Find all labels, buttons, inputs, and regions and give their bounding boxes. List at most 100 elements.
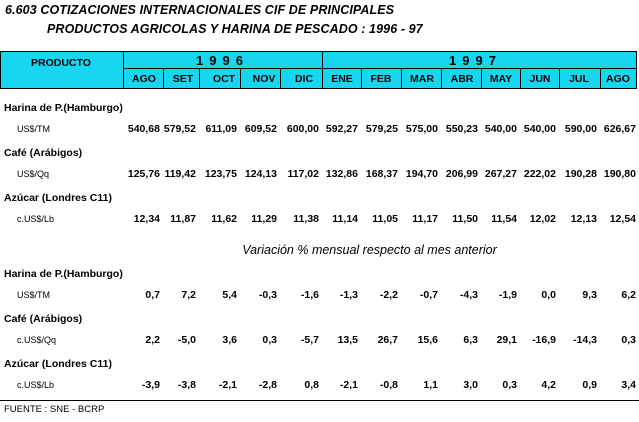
table-cell: 206,99 bbox=[445, 168, 478, 180]
table-cell: 222,02 bbox=[523, 168, 556, 180]
header-divider bbox=[481, 69, 482, 88]
table-cell: 0,0 bbox=[541, 289, 556, 301]
table-cell: 592,27 bbox=[325, 123, 358, 135]
table-cell: 190,28 bbox=[564, 168, 597, 180]
table-cell: -2,2 bbox=[379, 289, 398, 301]
table-cell: 125,76 bbox=[127, 168, 160, 180]
table-cell: 132,86 bbox=[325, 168, 358, 180]
table-cell: 11,87 bbox=[170, 213, 196, 225]
table-title: 6.603 COTIZACIONES INTERNACIONALES CIF D… bbox=[5, 3, 395, 17]
header-divider bbox=[123, 68, 636, 69]
table-cell: 117,02 bbox=[287, 168, 319, 180]
row-label: Azúcar (Londres C11) bbox=[4, 358, 112, 370]
header-month: AGO bbox=[606, 73, 630, 85]
table-cell: 611,09 bbox=[205, 123, 237, 135]
table-cell: 11,50 bbox=[452, 213, 478, 225]
header-divider bbox=[199, 69, 200, 88]
table-cell: -3,8 bbox=[177, 379, 196, 391]
table-cell: 3,6 bbox=[222, 334, 237, 346]
header-divider bbox=[401, 69, 402, 88]
row-unit: US$/Qq bbox=[17, 169, 50, 179]
source-note: FUENTE : SNE - BCRP bbox=[4, 404, 105, 415]
table-cell: 6,3 bbox=[463, 334, 478, 346]
table-cell: 600,00 bbox=[286, 123, 319, 135]
table-cell: 575,00 bbox=[405, 123, 438, 135]
table-cell: 5,4 bbox=[222, 289, 237, 301]
table-cell: -1,9 bbox=[498, 289, 517, 301]
header-product: PRODUCTO bbox=[31, 57, 91, 69]
table-cell: 579,52 bbox=[163, 123, 196, 135]
table-cell: 168,37 bbox=[365, 168, 398, 180]
table-cell: 626,67 bbox=[603, 123, 636, 135]
table-cell: 1,1 bbox=[423, 379, 438, 391]
table-cell: 13,5 bbox=[337, 334, 358, 346]
table-cell: -5,0 bbox=[177, 334, 196, 346]
row-label: Azúcar (Londres C11) bbox=[4, 192, 112, 204]
table-cell: 540,00 bbox=[523, 123, 556, 135]
header-month: FEB bbox=[370, 73, 392, 85]
table-cell: 540,00 bbox=[484, 123, 517, 135]
table-cell: 12,34 bbox=[133, 213, 160, 225]
table-cell: 11,05 bbox=[372, 213, 398, 225]
table-cell: 4,2 bbox=[541, 379, 556, 391]
header-divider bbox=[520, 69, 521, 88]
table-cell: 29,1 bbox=[496, 334, 517, 346]
row-label: Harina de P.(Hamburgo) bbox=[4, 102, 123, 114]
table-cell: 3,4 bbox=[621, 379, 636, 391]
table-cell: 12,13 bbox=[570, 213, 597, 225]
table-cell: -2,1 bbox=[339, 379, 358, 391]
table-cell: 0,7 bbox=[145, 289, 160, 301]
table-cell: 6,2 bbox=[621, 289, 636, 301]
header-divider bbox=[441, 69, 442, 88]
header-month: ABR bbox=[450, 73, 474, 85]
table-cell: 0,3 bbox=[262, 334, 277, 346]
table-subtitle: PRODUCTOS AGRICOLAS Y HARINA DE PESCADO … bbox=[47, 22, 423, 36]
table-cell: -16,9 bbox=[532, 334, 556, 346]
table-cell: 190,80 bbox=[603, 168, 636, 180]
table-cell: 11,54 bbox=[491, 213, 517, 225]
header-divider bbox=[361, 69, 362, 88]
table-cell: 0,3 bbox=[621, 334, 636, 346]
table-cell: -2,1 bbox=[218, 379, 237, 391]
header-divider bbox=[280, 69, 281, 88]
header-divider bbox=[163, 69, 164, 88]
header-month: AGO bbox=[132, 73, 156, 85]
table-cell: 124,13 bbox=[244, 168, 277, 180]
table-cell: 3,0 bbox=[463, 379, 478, 391]
header-divider bbox=[600, 69, 601, 88]
row-label: Café (Arábigos) bbox=[4, 313, 83, 325]
header-month: JUL bbox=[569, 73, 589, 85]
table-cell: 2,2 bbox=[145, 334, 160, 346]
table-cell: 11,17 bbox=[412, 213, 438, 225]
table-cell: 123,75 bbox=[204, 168, 237, 180]
table-cell: -0,7 bbox=[419, 289, 438, 301]
footer-divider bbox=[0, 400, 639, 401]
header-month: SET bbox=[172, 73, 194, 85]
table-cell: 11,29 bbox=[251, 213, 277, 225]
table-cell: 194,70 bbox=[405, 168, 438, 180]
row-unit: US$/TM bbox=[17, 124, 51, 134]
header-divider bbox=[322, 52, 323, 88]
header-month: DIC bbox=[294, 73, 314, 85]
table-cell: 0,9 bbox=[582, 379, 597, 391]
row-label: Café (Arábigos) bbox=[4, 147, 83, 159]
table-cell: 590,00 bbox=[564, 123, 597, 135]
table-cell: -0,8 bbox=[379, 379, 398, 391]
table-cell: -3,9 bbox=[141, 379, 160, 391]
table-cell: 0,8 bbox=[304, 379, 319, 391]
header-month: JUN bbox=[529, 73, 551, 85]
table-cell: 12,02 bbox=[529, 213, 556, 225]
table-cell: 267,27 bbox=[484, 168, 517, 180]
header-month: OCT bbox=[212, 73, 236, 85]
table-cell: 0,3 bbox=[502, 379, 517, 391]
header-divider bbox=[240, 69, 241, 88]
header-month: ENE bbox=[331, 73, 353, 85]
table-cell: 11,62 bbox=[211, 213, 237, 225]
row-label: Harina de P.(Hamburgo) bbox=[4, 268, 123, 280]
table-cell: 11,38 bbox=[293, 213, 319, 225]
header-year-1996: 1996 bbox=[196, 53, 249, 68]
table-cell: 7,2 bbox=[181, 289, 196, 301]
row-unit: c.US$/Qq bbox=[17, 335, 57, 345]
table-cell: 26,7 bbox=[377, 334, 398, 346]
header-divider bbox=[559, 69, 560, 88]
